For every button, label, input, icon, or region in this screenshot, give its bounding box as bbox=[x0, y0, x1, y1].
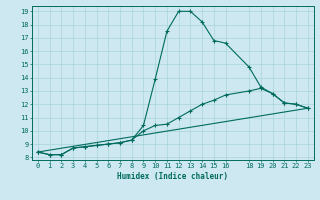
X-axis label: Humidex (Indice chaleur): Humidex (Indice chaleur) bbox=[117, 172, 228, 181]
